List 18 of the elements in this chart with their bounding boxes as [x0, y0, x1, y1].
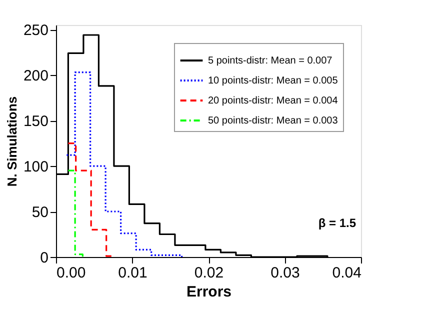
legend-label: 50 points-distr: Mean = 0.003: [208, 116, 338, 126]
y-tick-label: 250: [23, 22, 48, 40]
y-tick-label: 50: [32, 204, 48, 222]
legend-label: 5 points-distr: Mean = 0.007: [208, 56, 333, 66]
legend-label: 10 points-distr: Mean = 0.005: [208, 76, 338, 86]
x-tick-label: 0.03: [270, 264, 300, 282]
x-axis-title: Errors: [186, 284, 232, 300]
x-tick-label: 0.02: [194, 264, 224, 282]
x-tick-label: 0.00: [56, 264, 86, 282]
y-tick-label: 100: [23, 158, 48, 176]
y-tick-label: 200: [23, 68, 48, 85]
x-tick-label: 0.01: [118, 264, 148, 282]
legend-label: 20 points-distr: Mean = 0.004: [208, 96, 338, 106]
x-tick-label: 0.04: [332, 264, 362, 282]
y-axis-title: N. Simulations: [4, 96, 20, 187]
annotation: β = 1.5: [318, 216, 356, 230]
y-tick-label: 0: [40, 250, 48, 266]
y-tick-label: 150: [23, 113, 48, 130]
